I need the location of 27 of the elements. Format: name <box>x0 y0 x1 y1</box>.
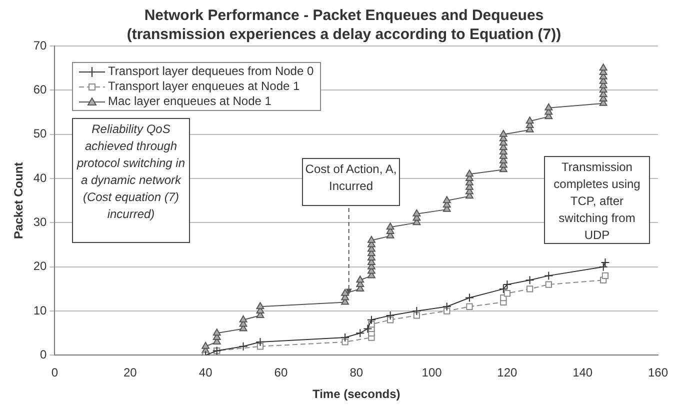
y-axis-title: Packet Count <box>12 162 26 239</box>
chart-subtitle: (transmission experiences a delay according to Equation (7)) <box>126 26 562 43</box>
x-tick-label: 60 <box>274 366 288 380</box>
annotation: Reliability QoS achieved through protocol switching in a dynamic network (Cost equation (7) incurred) <box>72 118 190 243</box>
annotation: Transmission completes using TCP, after switching from UDP <box>544 156 650 244</box>
legend-label: Transport layer dequeues from Node 0 <box>108 64 314 79</box>
y-tick-label: 30 <box>33 215 48 229</box>
y-tick-label: 10 <box>33 303 48 318</box>
y-tick-label: 20 <box>33 259 48 274</box>
legend-label: Mac layer enqueues at Node 1 <box>108 94 272 109</box>
x-tick-label: 20 <box>123 366 138 380</box>
x-tick-label: 160 <box>648 366 668 380</box>
y-tick-label: 50 <box>33 126 48 141</box>
y-tick-label: 60 <box>33 82 48 96</box>
x-tick-label: 80 <box>350 366 364 380</box>
x-tick-label: 0 <box>51 366 58 380</box>
annotation: Cost of Action, A, Incurred <box>302 158 400 206</box>
x-tick-label: 120 <box>497 366 518 380</box>
x-tick-label: 100 <box>422 366 442 380</box>
y-tick-label: 70 <box>33 38 48 52</box>
chart-title: Network Performance - Packet Enqueues and Dequeues <box>144 7 544 24</box>
y-tick-label: 40 <box>33 170 48 185</box>
y-tick-label: 0 <box>40 348 48 362</box>
legend-label: Transport layer enqueues at Node 1 <box>108 79 300 94</box>
x-axis-title: Time (seconds) <box>312 387 400 402</box>
x-tick-label: 40 <box>198 366 213 380</box>
x-tick-label: 140 <box>572 366 593 380</box>
